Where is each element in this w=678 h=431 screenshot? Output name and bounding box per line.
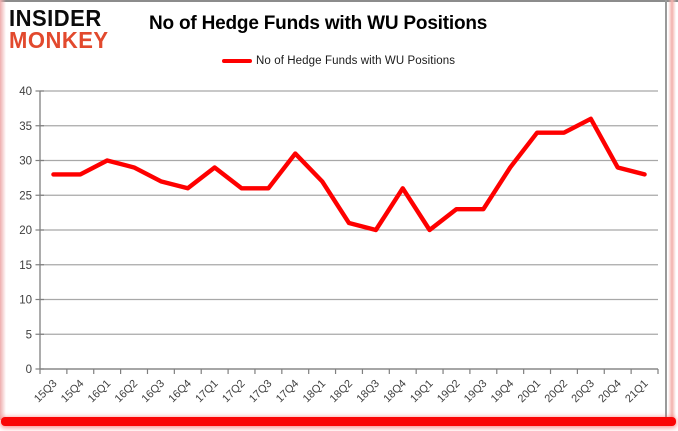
x-axis-tick-label: 19Q2: [435, 378, 463, 406]
card-bottom-red-bar: [1, 417, 676, 426]
x-axis-tick-label: 17Q2: [220, 378, 248, 406]
y-axis-tick-label: 5: [26, 329, 32, 341]
x-axis-tick-label: 17Q3: [247, 378, 275, 406]
x-axis-tick-label: 17Q1: [193, 378, 221, 406]
legend-line-marker: [222, 59, 252, 63]
logo-line-insider: INSIDER: [9, 4, 102, 32]
y-axis-tick-label: 25: [19, 190, 32, 202]
legend: No of Hedge Funds with WU Positions: [222, 55, 455, 67]
y-axis-tick-label: 40: [19, 86, 32, 98]
insider-monkey-logo: INSIDER MONKEY: [9, 4, 109, 54]
x-axis-tick-label: 16Q2: [113, 378, 141, 406]
x-axis-tick-label: 19Q4: [489, 378, 517, 406]
y-axis-tick-label: 20: [19, 225, 32, 237]
x-axis-tick-label: 16Q1: [86, 378, 114, 406]
legend-label: No of Hedge Funds with WU Positions: [256, 55, 456, 67]
x-axis-tick-label: 18Q4: [381, 378, 409, 406]
x-axis-tick-label: 15Q4: [59, 378, 87, 406]
x-axis-tick-label: 21Q1: [623, 378, 651, 406]
x-axis-tick-label: 19Q3: [462, 378, 490, 406]
card-right-glow: [668, 0, 676, 424]
x-axis-tick-label: 20Q1: [516, 378, 544, 406]
x-axis-tick-label: 18Q2: [328, 378, 356, 406]
card-left-glow: [0, 0, 6, 420]
y-axis-tick-label: 0: [26, 364, 32, 376]
x-axis-tick-label: 17Q4: [274, 378, 302, 406]
x-axis-tick-label: 18Q1: [301, 378, 329, 406]
y-axis-tick-label: 15: [19, 260, 32, 272]
x-axis-tick-label: 18Q3: [354, 378, 382, 406]
x-axis-tick-label: 15Q3: [32, 378, 60, 406]
y-axis-tick-label: 10: [19, 295, 32, 307]
x-axis-tick-label: 20Q4: [596, 378, 624, 406]
logo-line-monkey: MONKEY: [9, 26, 109, 54]
chart-title: No of Hedge Funds with WU Positions: [149, 13, 488, 34]
y-axis-tick-label: 35: [19, 121, 32, 133]
y-axis-tick-label: 30: [19, 156, 32, 168]
card-right-border: [665, 0, 667, 418]
x-axis-tick-label: 20Q3: [569, 378, 597, 406]
card-top-border: [0, 0, 678, 2]
x-axis-tick-label: 16Q3: [140, 378, 168, 406]
series-line: [51, 116, 647, 233]
x-axis-tick-label: 20Q2: [543, 378, 571, 406]
x-axis-tick-label: 19Q1: [408, 378, 436, 406]
x-axis-tick-label: 16Q4: [166, 378, 194, 406]
